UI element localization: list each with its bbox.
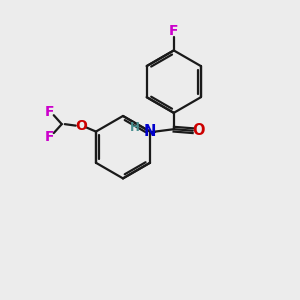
Text: H: H xyxy=(130,121,140,134)
Text: O: O xyxy=(192,123,204,138)
Text: F: F xyxy=(169,24,178,38)
Text: F: F xyxy=(44,105,54,119)
Text: N: N xyxy=(144,124,156,139)
Text: F: F xyxy=(44,130,54,144)
Text: O: O xyxy=(75,118,87,133)
